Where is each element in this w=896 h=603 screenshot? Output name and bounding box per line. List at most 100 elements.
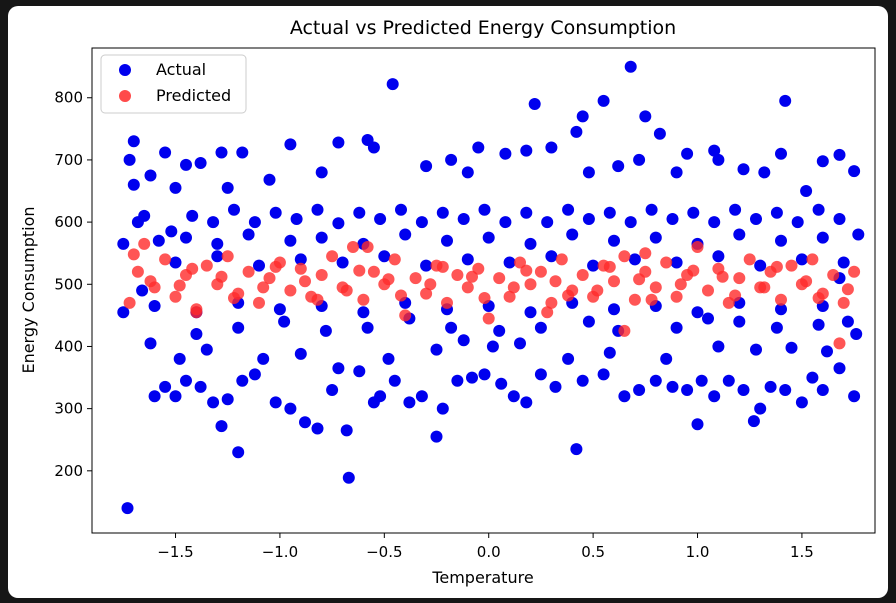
predicted-point-107 [541, 306, 554, 319]
actual-point-127 [361, 321, 374, 334]
actual-point-100 [795, 396, 808, 409]
actual-point-35 [708, 144, 721, 157]
actual-point-140 [131, 216, 144, 229]
predicted-point-85 [716, 270, 729, 283]
actual-point-95 [722, 374, 735, 387]
actual-point-195 [273, 303, 286, 316]
legend: Actual Predicted [100, 54, 247, 114]
predicted-point-92 [311, 293, 324, 306]
predicted-point-36 [493, 272, 506, 285]
actual-point-113 [486, 340, 499, 353]
predicted-point-32 [451, 269, 464, 281]
predicted-point-52 [660, 256, 673, 269]
actual-point-218 [545, 250, 558, 263]
actual-point-13 [180, 158, 192, 171]
predicted-point-83 [633, 273, 646, 286]
y-axis: 200 300 400 500 600 700 800 [54, 89, 92, 480]
predicted-point-100 [645, 293, 658, 306]
actual-point-102 [816, 384, 829, 396]
predicted-point-47 [608, 275, 620, 288]
actual-point-215 [420, 259, 433, 272]
actual-point-111 [430, 343, 443, 356]
actual-point-18 [332, 136, 345, 149]
actual-point-129 [445, 321, 458, 334]
actual-point-6 [747, 415, 760, 428]
actual-point-70 [340, 424, 353, 437]
actual-point-54 [169, 181, 182, 194]
actual-point-17 [284, 138, 297, 151]
actual-point-65 [269, 396, 282, 409]
actual-point-146 [269, 206, 282, 219]
predicted-point-37 [503, 290, 516, 303]
predicted-point-33 [461, 281, 474, 294]
actual-point-154 [436, 206, 449, 219]
actual-point-10 [127, 178, 140, 191]
actual-point-149 [332, 217, 345, 230]
actual-point-88 [618, 390, 631, 403]
actual-point-216 [461, 253, 474, 266]
actual-point-11 [159, 146, 172, 159]
actual-point-77 [436, 402, 449, 415]
actual-point-145 [248, 216, 261, 229]
predicted-point-17 [294, 262, 307, 275]
actual-point-174 [152, 234, 165, 247]
predicted-point-12 [242, 265, 255, 278]
actual-point-175 [180, 231, 192, 244]
actual-point-162 [603, 206, 616, 219]
actual-point-225 [837, 256, 850, 269]
predicted-point-87 [800, 275, 813, 288]
actual-point-51 [315, 166, 328, 179]
predicted-point-53 [670, 290, 683, 303]
actual-point-228 [852, 228, 865, 241]
predicted-point-111 [618, 324, 631, 337]
predicted-point-84 [674, 278, 687, 291]
actual-point-211 [253, 259, 265, 272]
actual-point-59 [180, 374, 192, 387]
actual-point-71 [353, 365, 366, 378]
predicted-point-88 [841, 283, 854, 296]
predicted-point-86 [758, 281, 771, 294]
chart-card: Actual vs Predicted Energy Consumption −… [8, 6, 888, 598]
actual-point-105 [173, 352, 186, 365]
actual-point-62 [221, 393, 234, 406]
actual-point-176 [211, 237, 224, 250]
predicted-point-13 [253, 296, 265, 309]
actual-point-179 [315, 231, 328, 244]
actual-point-50 [367, 141, 380, 154]
predicted-point-60 [743, 253, 756, 266]
actual-point-85 [549, 380, 562, 393]
actual-point-89 [633, 384, 646, 396]
actual-point-165 [666, 213, 679, 225]
actual-point-130 [493, 324, 506, 337]
predicted-point-96 [478, 292, 491, 304]
actual-point-157 [499, 216, 512, 229]
x-tick-label: 1.5 [790, 543, 814, 561]
predicted-point-110 [190, 306, 203, 319]
x-tick-label: −1.5 [157, 543, 193, 561]
predicted-point-26 [388, 253, 401, 266]
actual-point-210 [211, 250, 224, 263]
actual-point-119 [750, 343, 762, 356]
actual-point-150 [353, 206, 366, 219]
actual-point-42 [848, 165, 861, 178]
predicted-point-103 [770, 260, 783, 273]
actual-point-28 [576, 110, 589, 123]
predicted-point-64 [785, 259, 798, 272]
x-tick-label: 0.5 [581, 543, 605, 561]
actual-point-203 [608, 303, 620, 316]
actual-point-144 [228, 203, 240, 216]
actual-point-82 [507, 390, 520, 403]
actual-point-22 [472, 141, 485, 154]
actual-point-192 [148, 300, 161, 312]
actual-point-92 [681, 384, 694, 396]
predicted-point-4 [159, 253, 172, 266]
actual-point-31 [639, 110, 652, 123]
predicted-point-89 [186, 262, 199, 275]
actual-point-169 [750, 213, 762, 225]
predicted-point-31 [441, 296, 453, 309]
legend-marker-actual [119, 64, 131, 76]
predicted-point-56 [702, 284, 714, 297]
predicted-point-28 [409, 272, 422, 285]
actual-point-99 [779, 384, 792, 396]
actual-point-183 [482, 231, 495, 244]
